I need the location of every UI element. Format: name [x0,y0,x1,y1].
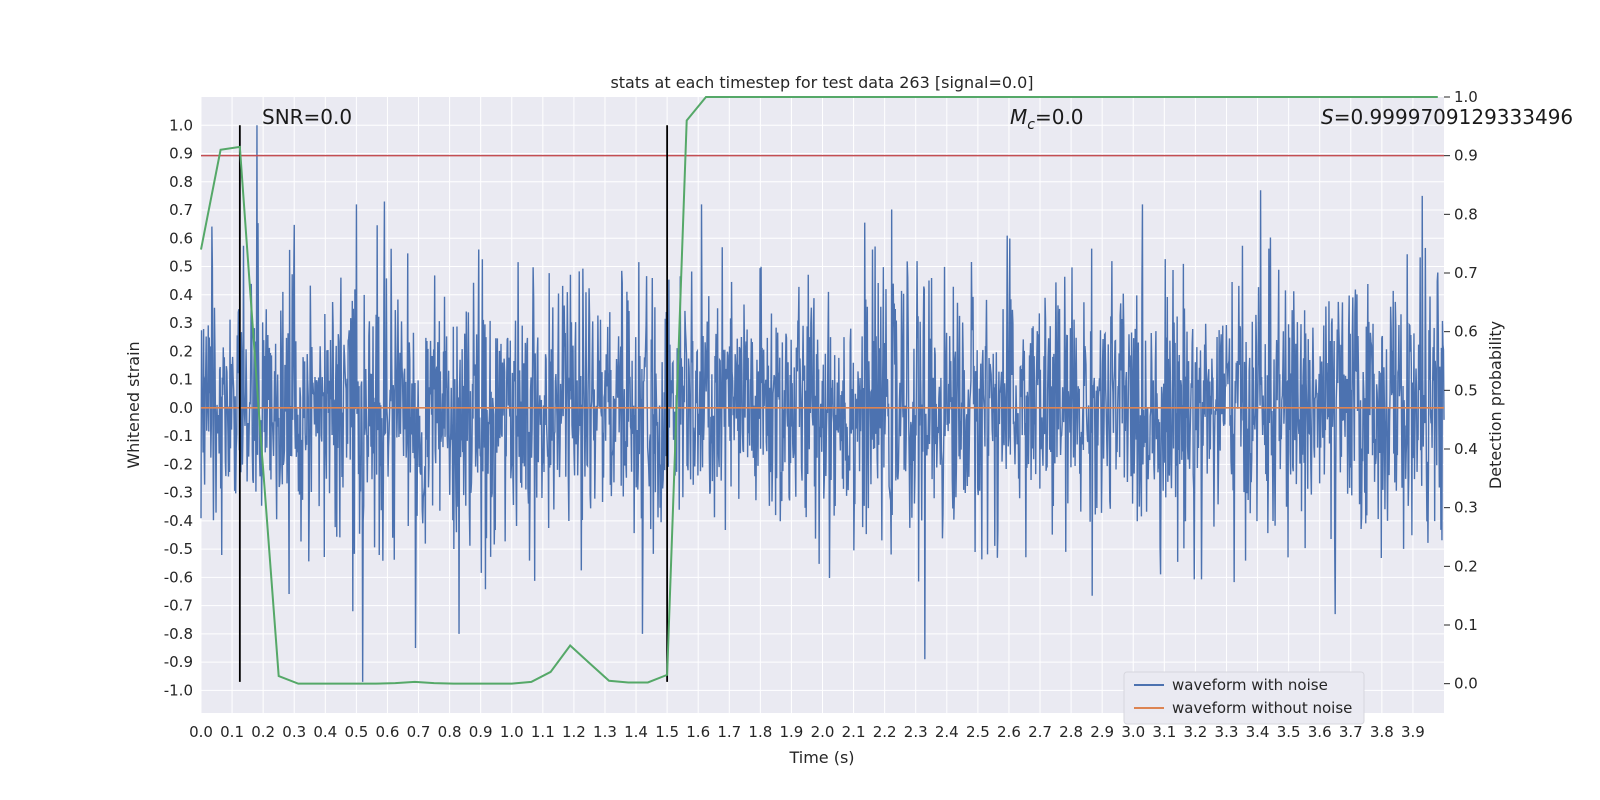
y-left-tick-label: -0.9 [164,653,193,671]
y-left-tick-label: -0.1 [164,427,193,445]
probability-line [200,96,1438,685]
y-right-tick-label: 0.8 [1454,205,1478,223]
x-tick-label: 3.5 [1277,723,1301,741]
y-right-tick-label: 0.6 [1454,323,1478,341]
y-left-tick-label: 0.3 [169,314,193,332]
y-left-tick-label: -1.0 [164,681,193,699]
y-right-tick-label: 0.5 [1454,381,1478,399]
x-tick-label: 1.7 [717,723,741,741]
x-axis-ticks: 0.0 0.1 0.2 0.3 0.4 0.5 0.6 0.7 0.8 0.9 1.0 1.1 1.2 1… [189,723,1425,741]
x-tick-label: 2.0 [811,723,835,741]
y-right-tick-label: 0.4 [1454,440,1478,458]
x-tick-label: 3.4 [1246,723,1270,741]
x-tick-label: 2.3 [904,723,928,741]
mc-value: =0.0 [1035,105,1084,129]
y-right-tick-label: 0.2 [1454,557,1478,575]
noise-waveform-line [200,125,1445,682]
x-tick-label: 3.7 [1339,723,1363,741]
y-left-tick-label: -0.8 [164,625,193,643]
series-detection-probability [200,96,1438,685]
x-tick-label: 3.6 [1308,723,1332,741]
x-tick-label: 2.4 [935,723,959,741]
x-tick-label: 3.0 [1121,723,1145,741]
x-tick-label: 1.3 [593,723,617,741]
x-tick-label: 1.9 [779,723,803,741]
x-tick-label: 0.7 [407,723,431,741]
x-tick-label: 0.0 [189,723,213,741]
x-axis-label: Time (s) [788,748,854,767]
y-left-tick-label: 0.9 [169,145,193,163]
x-tick-label: 1.1 [531,723,555,741]
y-left-tick-label: 0.4 [169,286,193,304]
x-tick-label: 1.4 [624,723,648,741]
x-tick-label: 1.2 [562,723,586,741]
x-tick-label: 1.5 [655,723,679,741]
y-axis-right-ticks: 0.0 0.1 0.2 0.3 0.4 0.5 0.6 0.7 0.8 0.9 1.0 [1444,88,1478,693]
legend-box [1123,671,1365,725]
x-tick-label: 1.8 [748,723,772,741]
chart-title: stats at each timestep for test data 263… [610,73,1033,92]
mc-annotation: Mc=0.0 [1010,105,1084,133]
y-left-tick-label: 1.0 [169,116,193,134]
x-tick-label: 0.9 [469,723,493,741]
mc-symbol: M [1010,105,1027,129]
s-annotation: S=0.9999709129333496 [1321,105,1573,129]
x-tick-label: 0.5 [344,723,368,741]
y-left-tick-label: -0.3 [164,484,193,502]
y-right-tick-label: 0.0 [1454,675,1478,693]
x-tick-label: 3.3 [1215,723,1239,741]
y-left-tick-label: 0.2 [169,342,193,360]
y-left-tick-label: -0.5 [164,540,193,558]
y-left-tick-label: -0.4 [164,512,193,530]
x-tick-label: 0.4 [313,723,337,741]
snr-annotation: SNR=0.0 [262,105,352,129]
x-tick-label: 2.2 [873,723,897,741]
x-tick-label: 2.1 [842,723,866,741]
x-tick-label: 3.9 [1401,723,1425,741]
x-tick-label: 2.8 [1059,723,1083,741]
x-tick-label: 2.5 [966,723,990,741]
x-tick-label: 3.2 [1183,723,1207,741]
y-left-tick-label: -0.2 [164,455,193,473]
y-left-tick-label: 0.0 [169,399,193,417]
x-tick-label: 2.6 [997,723,1021,741]
y-left-tick-label: 0.8 [169,173,193,191]
s-symbol: S [1321,105,1334,129]
y-left-tick-label: 0.6 [169,229,193,247]
legend-label-clean: waveform without noise [1172,699,1352,717]
s-value: =0.9999709129333496 [1334,105,1573,129]
x-tick-label: 1.6 [686,723,710,741]
x-tick-label: 1.0 [500,723,524,741]
grid [200,97,1444,713]
x-tick-label: 3.1 [1152,723,1176,741]
x-tick-label: 3.8 [1370,723,1394,741]
x-tick-label: 0.3 [282,723,306,741]
y-axis-left-label: Whitened strain [124,341,143,468]
y-right-tick-label: 0.3 [1454,499,1478,517]
y-left-tick-label: -0.6 [164,568,193,586]
y-right-tick-label: 0.1 [1454,616,1478,634]
legend: waveform with noise waveform without noi… [1123,671,1365,725]
x-tick-label: 0.8 [438,723,462,741]
y-axis-right-label: Detection probability [1486,321,1505,489]
x-tick-label: 2.7 [1028,723,1052,741]
mc-subscript: c [1027,117,1035,133]
y-left-tick-label: -0.7 [164,597,193,615]
x-tick-label: 0.2 [251,723,275,741]
x-tick-label: 0.6 [376,723,400,741]
series-waveform-with-noise [200,125,1445,682]
x-tick-label: 0.1 [220,723,244,741]
y-right-tick-label: 0.9 [1454,147,1478,165]
y-left-tick-label: 0.5 [169,258,193,276]
y-right-tick-label: 0.7 [1454,264,1478,282]
vertical-markers [238,125,669,682]
y-right-tick-label: 1.0 [1454,88,1478,106]
x-tick-label: 2.9 [1090,723,1114,741]
legend-label-noise: waveform with noise [1172,676,1328,694]
y-axis-left-ticks: -1.0 -0.9 -0.8 -0.7 -0.6 -0.5 -0.4 -0.3 -0.2 -0.1… [164,116,193,699]
y-left-tick-label: 0.1 [169,371,193,389]
y-left-tick-label: 0.7 [169,201,193,219]
